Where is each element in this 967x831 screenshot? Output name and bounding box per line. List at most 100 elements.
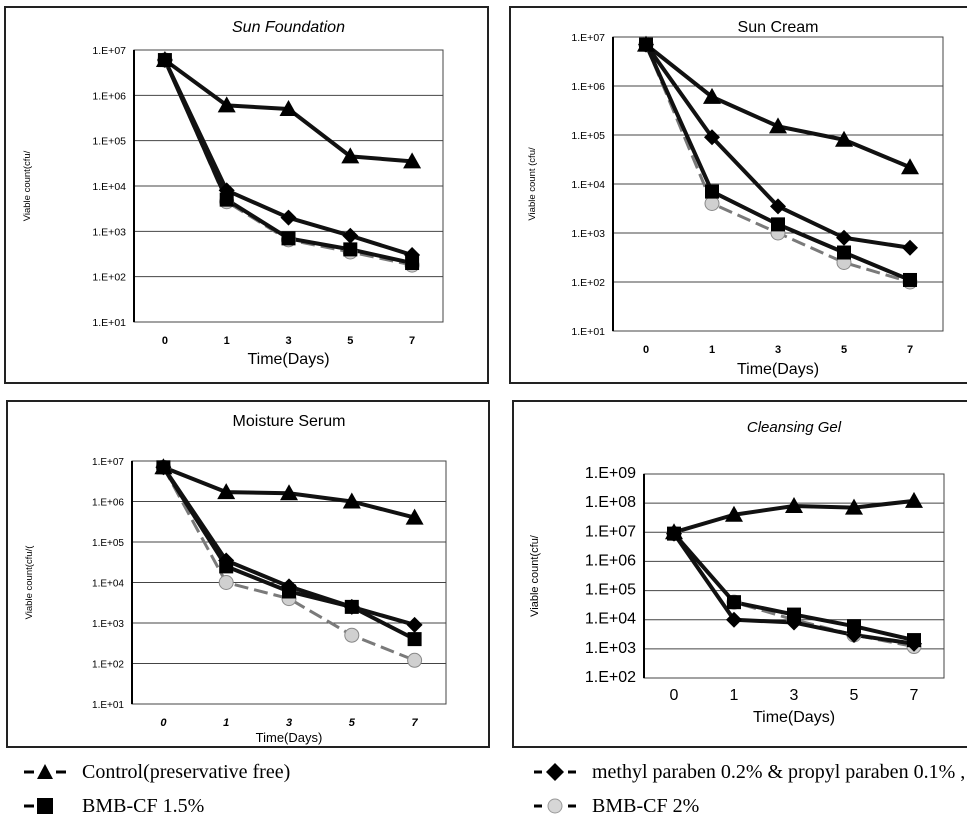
- point-control: [785, 496, 803, 513]
- point-control: [341, 147, 360, 164]
- y-tick-label: 1.E+02: [585, 669, 636, 686]
- x-tick-label: 3: [775, 344, 781, 356]
- square-marker-icon: [24, 798, 53, 814]
- point-paraben: [280, 209, 297, 226]
- x-tick-label: 5: [841, 344, 847, 356]
- point-control: [905, 491, 923, 508]
- point-bmb15: [705, 184, 719, 199]
- point-control: [703, 87, 721, 104]
- y-tick-label: 1.E+06: [92, 90, 126, 102]
- y-tick-label: 1.E+03: [92, 226, 126, 238]
- y-tick-label: 1.E+05: [92, 136, 126, 148]
- x-tick-label: 5: [347, 335, 353, 347]
- y-tick-label: 1.E+06: [92, 498, 124, 509]
- point-paraben: [342, 227, 359, 244]
- point-control: [155, 51, 174, 68]
- x-axis-label: Time(Days): [737, 361, 819, 378]
- legend-item-control: Control(preservative free): [22, 758, 290, 786]
- point-paraben: [726, 611, 742, 628]
- y-tick-label: 1.E+04: [571, 179, 605, 191]
- y-tick-label: 1.E+01: [92, 317, 126, 329]
- legend-item-bmb2: BMB-CF 2%: [532, 792, 699, 820]
- x-tick-label: 0: [670, 687, 679, 704]
- x-tick-label: 7: [907, 344, 913, 356]
- x-tick-label: 7: [409, 335, 415, 347]
- chart-panel-1: Sun Foundation 1.E+01 1.E+02 1.E+03 1.E+04 1.…: [4, 6, 489, 384]
- y-tick-label: 1.E+07: [571, 32, 605, 44]
- y-tick-label: 1.E+02: [571, 277, 605, 289]
- series-line-bmb15: [644, 43, 911, 282]
- x-tick-label: 1: [709, 344, 715, 356]
- point-control: [665, 523, 683, 540]
- chart-svg: Sun Cream 1.E+01 1.E+02 1.E+03 1.E+04 1.E+05 1…: [527, 19, 944, 378]
- point-paraben: [786, 614, 802, 631]
- point-paraben: [846, 626, 862, 643]
- y-tick-label: 1.E+06: [585, 552, 636, 569]
- legend-label-control: Control(preservative free): [82, 760, 291, 783]
- y-tick-label: 1.E+02: [92, 272, 126, 284]
- point-control: [403, 152, 422, 169]
- y-axis-label: Viable count(cfu/: [22, 150, 33, 221]
- point-paraben: [836, 229, 852, 246]
- y-tick-label: 1.E+05: [585, 582, 636, 599]
- point-control: [280, 484, 298, 501]
- x-tick-label: 5: [349, 717, 356, 729]
- y-tick-label: 1.E+02: [92, 660, 124, 671]
- x-tick-label: 3: [790, 687, 799, 704]
- y-tick-label: 1.E+04: [92, 181, 126, 193]
- point-control: [405, 508, 424, 525]
- x-axis-label: Time(Days): [753, 709, 835, 726]
- chart-title: Sun Cream: [738, 19, 819, 36]
- point-bmb15: [727, 595, 741, 610]
- diamond-marker-icon: [534, 763, 576, 781]
- circle-marker-icon: [534, 798, 576, 814]
- chart-title: Moisture Serum: [233, 413, 346, 430]
- point-control: [217, 483, 236, 500]
- chart-panel-2: Sun Cream 1.E+01 1.E+02 1.E+03 1.E+04 1.E+05 1…: [509, 6, 967, 384]
- y-axis-label: Viable count (cfu/: [527, 147, 538, 221]
- legend-label-bmb15: BMB-CF 1.5%: [82, 794, 205, 817]
- point-paraben: [281, 578, 297, 595]
- point-bmb15: [407, 632, 422, 647]
- y-tick-label: 1.E+06: [571, 81, 605, 93]
- point-control: [769, 117, 787, 134]
- x-tick-label: 3: [286, 717, 292, 729]
- point-control: [835, 130, 853, 147]
- legend-label-paraben: methyl paraben 0.2% & propyl paraben 0.1…: [592, 760, 966, 783]
- point-control: [901, 158, 919, 175]
- x-tick-label: 0: [162, 335, 168, 347]
- legend-item-paraben: methyl paraben 0.2% & propyl paraben 0.1…: [532, 758, 965, 786]
- y-tick-label: 1.E+07: [92, 45, 126, 57]
- point-bmb2: [344, 627, 360, 643]
- y-tick-label: 1.E+04: [92, 579, 124, 590]
- point-paraben: [770, 198, 786, 215]
- legend-label-bmb2: BMB-CF 2%: [592, 794, 700, 817]
- point-control: [637, 35, 655, 52]
- point-bmb2: [218, 575, 234, 590]
- chart-panel-3: Moisture Serum 1.E+01 1.E+02 1.E+03 1.E+04 1.…: [6, 400, 490, 748]
- point-paraben: [218, 182, 235, 199]
- triangle-marker-icon: [24, 764, 66, 779]
- point-paraben: [406, 616, 423, 633]
- y-axis-label: Viable count(cfu/(: [24, 545, 35, 620]
- legend: Control(preservative free) methyl parabe…: [0, 752, 967, 831]
- chart-panel-4: Cleansing Gel 1.E+02 1.E+03 1.E+04 1.E+05 1.E…: [512, 400, 967, 748]
- x-tick-label: 5: [850, 687, 859, 704]
- y-tick-label: 1.E+01: [571, 326, 605, 338]
- y-tick-label: 1.E+03: [585, 640, 636, 657]
- legend-item-bmb15: BMB-CF 1.5%: [22, 792, 204, 820]
- series-line-bmb2: [162, 466, 416, 662]
- point-bmb2: [407, 652, 423, 668]
- y-tick-label: 1.E+03: [571, 228, 605, 240]
- y-tick-label: 1.E+03: [92, 619, 124, 630]
- point-control: [342, 492, 361, 509]
- point-paraben: [343, 598, 360, 615]
- point-bmb15: [343, 242, 358, 257]
- point-paraben: [218, 552, 235, 569]
- y-tick-label: 1.E+04: [585, 611, 636, 628]
- point-control: [845, 498, 863, 515]
- point-control: [725, 505, 743, 522]
- point-bmb15: [281, 231, 296, 246]
- point-control: [279, 99, 298, 116]
- chart-svg: Moisture Serum 1.E+01 1.E+02 1.E+03 1.E+04 1.…: [24, 413, 447, 745]
